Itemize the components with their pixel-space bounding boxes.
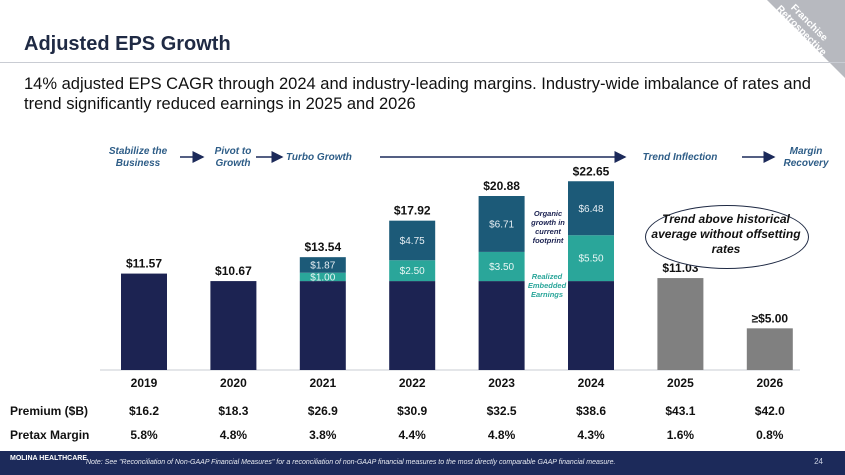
premium-value-2020: $18.3 bbox=[218, 404, 249, 418]
corner-badge-background bbox=[767, 0, 845, 78]
page-title: Adjusted EPS Growth bbox=[24, 33, 231, 55]
margin-value-2019: 5.8% bbox=[130, 428, 158, 442]
margin-value-2023: 4.8% bbox=[487, 428, 516, 442]
premium-value-2022: $30.9 bbox=[397, 404, 428, 418]
label-total-2026: ≥$5.00 bbox=[751, 311, 788, 325]
label-organic-2022: $4.75 bbox=[400, 236, 425, 247]
label-total-2022: $17.92 bbox=[394, 204, 431, 218]
margin-value-2025: 1.6% bbox=[666, 428, 695, 442]
margin-value-2022: 4.4% bbox=[398, 428, 426, 442]
label-embedded-2024: $5.50 bbox=[578, 254, 603, 265]
bar-organic-2024 bbox=[568, 181, 614, 236]
tick-label-2026: 2026 bbox=[756, 376, 783, 390]
label-embedded-2023: $3.50 bbox=[489, 262, 514, 273]
bar-embedded-2021 bbox=[299, 272, 346, 282]
label-total-2019: $11.57 bbox=[126, 257, 162, 271]
margin-value-2020: 4.8% bbox=[219, 428, 248, 442]
bar-embedded-2022 bbox=[389, 260, 436, 282]
bar-embedded-2023 bbox=[478, 251, 525, 282]
label-organic-2024: $6.48 bbox=[578, 204, 603, 215]
phase-turbo: Turbo Growth bbox=[286, 152, 352, 163]
bar-base-2026 bbox=[746, 328, 793, 370]
margin-row-label: Pretax Margin bbox=[10, 428, 90, 442]
bar-base-2019 bbox=[121, 273, 167, 370]
label-total-2021: $13.54 bbox=[304, 240, 341, 254]
label-organic-2021: $1.87 bbox=[310, 260, 335, 271]
annotation-embedded: Realized Embedded Earnings bbox=[527, 272, 567, 299]
margin-value-2024: 4.3% bbox=[577, 428, 605, 442]
bar-base-2020 bbox=[210, 281, 257, 370]
page-number: 24 bbox=[814, 457, 823, 466]
bar-base-2023 bbox=[478, 281, 525, 370]
premium-value-2025: $43.1 bbox=[665, 404, 696, 418]
tick-label-2019: 2019 bbox=[131, 376, 158, 390]
tick-label-2022: 2022 bbox=[399, 376, 426, 390]
bar-base-2024 bbox=[568, 281, 614, 370]
bar-organic-2021 bbox=[299, 257, 346, 273]
premium-value-2024: $38.6 bbox=[575, 404, 607, 418]
eps-chart: $11.57 2019 $10.67 2020 $1.00$1.87 $13.54 2021… bbox=[100, 151, 800, 390]
label-organic-2023: $6.71 bbox=[489, 219, 514, 230]
label-total-2020: $10.67 bbox=[215, 264, 252, 278]
phase-stabilize: Stabilize the Business bbox=[108, 146, 168, 169]
tick-label-2020: 2020 bbox=[220, 376, 247, 390]
margin-value-2026: 0.8% bbox=[756, 428, 784, 442]
premium-row-label: Premium ($B) bbox=[10, 404, 89, 418]
title-divider bbox=[0, 62, 845, 63]
company-logo: MOLINA HEALTHCARE bbox=[10, 455, 87, 462]
phase-pivot: Pivot to Growth bbox=[214, 146, 252, 169]
phase-trend-inflection: Trend Inflection bbox=[642, 152, 718, 163]
premium-value-2023: $32.5 bbox=[486, 404, 517, 418]
annotation-organic: Organic growth in current footprint bbox=[531, 209, 565, 245]
premium-value-2019: $16.2 bbox=[128, 404, 160, 418]
phase-margin-recovery: Margin Recovery bbox=[783, 146, 829, 169]
bar-base-2025 bbox=[657, 278, 704, 370]
label-embedded-2022: $2.50 bbox=[400, 266, 425, 277]
bar-organic-2023 bbox=[478, 196, 525, 252]
page-subtitle: 14% adjusted EPS CAGR through 2024 and i… bbox=[24, 75, 811, 113]
tick-label-2021: 2021 bbox=[309, 376, 336, 390]
bar-base-2021 bbox=[299, 281, 346, 370]
bar-embedded-2024 bbox=[568, 235, 614, 282]
bar-base-2022 bbox=[389, 281, 436, 370]
label-total-2024: $22.65 bbox=[573, 164, 610, 178]
tick-label-2025: 2025 bbox=[667, 376, 694, 390]
bar-organic-2022 bbox=[389, 220, 436, 261]
callout-ellipse bbox=[645, 205, 809, 269]
callout-text: Trend above historical average without o… bbox=[651, 212, 801, 256]
label-embedded-2021: $1.00 bbox=[310, 272, 335, 283]
tick-label-2023: 2023 bbox=[488, 376, 515, 390]
tick-label-2024: 2024 bbox=[578, 376, 605, 390]
bar-group: $11.57 2019 $10.67 2020 $1.00$1.87 $13.54 2021… bbox=[121, 164, 793, 390]
premium-value-2021: $26.9 bbox=[307, 404, 338, 418]
label-total-2023: $20.88 bbox=[483, 179, 520, 193]
premium-value-2026: $42.0 bbox=[754, 404, 785, 418]
margin-value-2021: 3.8% bbox=[309, 428, 337, 442]
footer-bar bbox=[0, 451, 845, 475]
footer-note: Note: See "Reconciliation of Non-GAAP Fi… bbox=[86, 459, 616, 466]
